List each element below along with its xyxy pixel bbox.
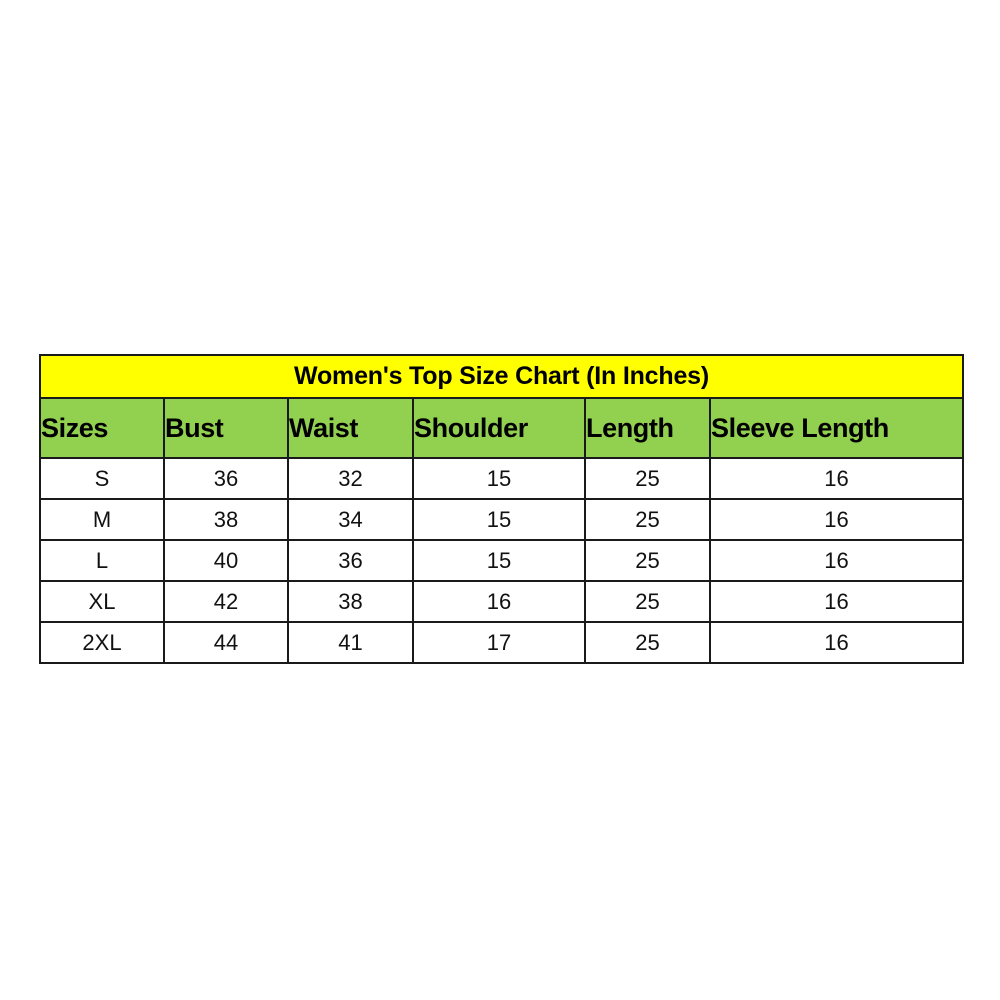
cell-sleeve-length: 16: [708, 457, 965, 500]
cell-size: L: [39, 539, 165, 582]
chart-title: Women's Top Size Chart (In Inches): [38, 354, 965, 399]
cell-bust: 42: [163, 580, 289, 623]
cell-bust: 40: [163, 539, 289, 582]
cell-bust: 36: [163, 457, 289, 500]
title-row: Women's Top Size Chart (In Inches): [38, 354, 965, 399]
cell-waist: 41: [287, 621, 414, 664]
table-row: L 40 36 15 25 16: [39, 539, 965, 582]
cell-waist: 32: [287, 457, 414, 500]
table-row: XL 42 38 16 25 16: [39, 580, 965, 623]
cell-sleeve-length: 16: [708, 580, 965, 623]
table-row: 2XL 44 41 17 25 16: [39, 621, 965, 664]
cell-shoulder: 15: [412, 539, 586, 582]
cell-shoulder: 15: [412, 498, 586, 541]
cell-length: 25: [584, 539, 711, 582]
column-header-waist: Waist: [287, 397, 414, 459]
cell-size: M: [39, 498, 165, 541]
column-header-shoulder: Shoulder: [412, 397, 586, 459]
size-chart-head: Women's Top Size Chart (In Inches) Sizes…: [38, 354, 965, 459]
column-header-row: Sizes Bust Waist Shoulder Length Sleeve …: [39, 397, 965, 459]
cell-size: 2XL: [39, 621, 165, 664]
cell-size: S: [39, 457, 165, 500]
cell-length: 25: [584, 457, 711, 500]
cell-shoulder: 15: [412, 457, 586, 500]
cell-shoulder: 16: [412, 580, 586, 623]
column-header-bust: Bust: [163, 397, 289, 459]
size-chart-table: Women's Top Size Chart (In Inches) Sizes…: [38, 354, 965, 664]
cell-bust: 44: [163, 621, 289, 664]
cell-waist: 34: [287, 498, 414, 541]
table-row: M 38 34 15 25 16: [39, 498, 965, 541]
column-header-sleeve-length: Sleeve Length: [708, 397, 965, 459]
cell-length: 25: [584, 621, 711, 664]
cell-sleeve-length: 16: [708, 621, 965, 664]
cell-waist: 38: [287, 580, 414, 623]
table-row: S 36 32 15 25 16: [39, 457, 965, 500]
column-header-length: Length: [584, 397, 711, 459]
cell-sleeve-length: 16: [708, 539, 965, 582]
cell-waist: 36: [287, 539, 414, 582]
cell-length: 25: [584, 498, 711, 541]
cell-bust: 38: [163, 498, 289, 541]
column-header-sizes: Sizes: [39, 397, 165, 459]
size-chart-body: S 36 32 15 25 16 M 38 34 15 25 16 L: [39, 457, 965, 664]
cell-shoulder: 17: [412, 621, 586, 664]
cell-length: 25: [584, 580, 711, 623]
size-chart-container: Women's Top Size Chart (In Inches) Sizes…: [38, 354, 965, 664]
cell-sleeve-length: 16: [708, 498, 965, 541]
cell-size: XL: [39, 580, 165, 623]
